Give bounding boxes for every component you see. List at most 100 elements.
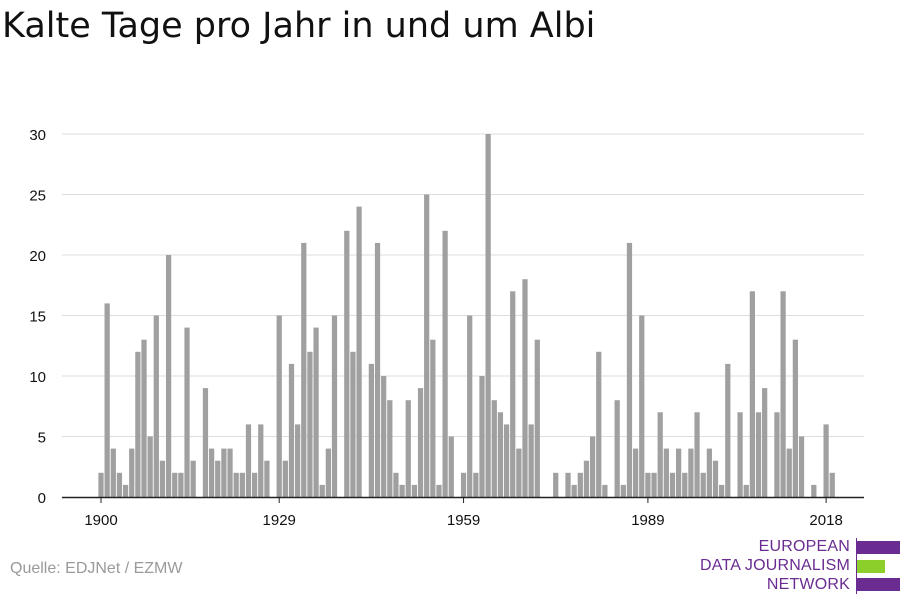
x-tick-label: 1959 [447,512,480,529]
y-tick-label: 0 [38,490,46,507]
bar [98,472,104,497]
bar [743,484,749,497]
logo-bar-bottom [857,578,900,591]
bar [208,448,215,497]
logo-text-european: EUROPEAN [758,538,850,555]
bar [749,291,755,497]
bar [165,255,172,497]
bar [589,436,596,497]
bar [620,484,626,497]
bar [725,363,731,497]
bar [792,339,799,497]
bar [282,460,288,497]
bar [657,412,663,497]
bar [712,460,719,497]
bar [344,230,350,498]
bar [436,484,442,497]
bar [135,351,141,497]
bar [762,388,768,497]
bar [178,472,184,497]
bar [528,424,534,497]
bar [823,424,829,497]
bar [424,194,430,497]
bar [368,363,375,497]
bar [479,376,485,497]
bar [700,472,706,497]
bar [245,424,252,497]
bar [774,412,780,497]
x-tick-label: 1989 [631,512,664,529]
bar [632,448,639,497]
logo-bar-top [857,541,900,554]
bar [153,315,159,497]
bar [227,448,233,497]
bar [202,388,209,497]
bar [780,291,786,497]
bar [159,460,166,497]
source-note: Quelle: EDJNet / EZMW [10,560,183,577]
bar [184,327,190,497]
bar [473,472,479,497]
bar [602,484,608,497]
bar [381,376,387,497]
bar [122,484,129,497]
bar [252,472,258,497]
y-tick-label: 30 [29,127,46,144]
logo-bar-middle [857,560,885,573]
bar [264,460,270,497]
bar [110,448,116,497]
bar [645,472,651,497]
chart-title: Kalte Tage pro Jahr in und um Albi [2,6,596,46]
bar [129,448,135,497]
bar [411,484,418,497]
bar [116,472,123,497]
bar [319,484,325,497]
bar [417,388,424,497]
bar [737,412,743,497]
bar [399,484,405,497]
bar [313,327,319,497]
bar [307,351,313,497]
bar [503,424,510,497]
bar [239,472,245,497]
y-tick-label: 25 [29,188,46,205]
bar [147,436,153,497]
bar [331,315,338,497]
bar [104,303,110,497]
bar [393,472,399,497]
bar [719,484,725,497]
bar [583,460,590,497]
bar [798,436,805,497]
bar [448,436,454,497]
bar-chart: 0 5 10 15 20 25 30 1900 1929 1959 1989 2018 [29,127,864,529]
bar [491,400,497,497]
bar [829,472,835,497]
bar [301,242,307,497]
bar [497,412,504,497]
bar [676,448,682,497]
bar [516,448,522,497]
logo-text-network: NETWORK [766,576,850,593]
bar [405,400,411,497]
y-tick-label: 5 [38,430,46,447]
bar [356,206,362,497]
bar [295,424,301,497]
bar [460,472,467,497]
x-tick-label: 1900 [84,512,117,529]
bar [577,472,583,497]
bar [215,460,221,497]
bar [374,242,381,497]
logo-text-data-journalism: DATA JOURNALISM [700,557,850,574]
bar [350,351,356,497]
bar [614,400,620,497]
bar [755,412,762,497]
bar [639,315,645,497]
bar [682,472,688,497]
edjnet-logo[interactable]: EUROPEAN DATA JOURNALISM NETWORK [700,538,900,594]
bar [325,448,331,497]
bar [596,351,602,497]
bar [141,339,147,497]
bar [190,460,196,497]
x-tick-label: 2018 [809,512,842,529]
bar [669,472,676,497]
